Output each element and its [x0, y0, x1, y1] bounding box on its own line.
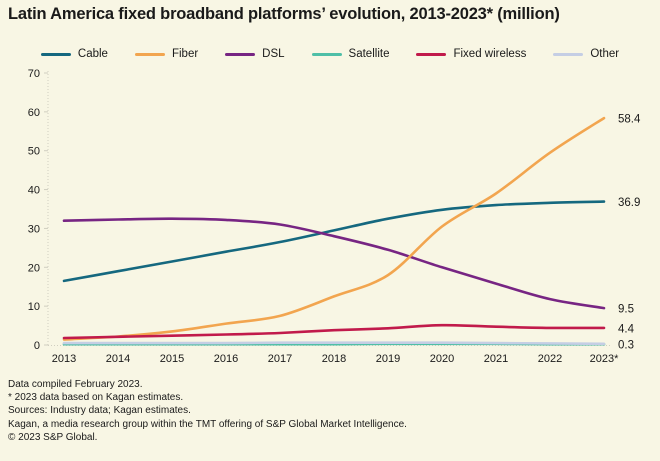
footnote-line: © 2023 S&P Global. — [8, 431, 98, 443]
footnote-line: * 2023 data based on Kagan estimates. — [8, 392, 184, 404]
legend-swatch-fiber — [134, 52, 165, 56]
series-line-dsl — [62, 217, 606, 310]
x-tick-label: 2014 — [106, 353, 130, 365]
legend-item-cable: Cable — [40, 48, 108, 60]
x-tick-label: 2022 — [538, 353, 562, 365]
footnote-line: Sources: Industry data; Kagan estimates. — [8, 405, 191, 417]
y-tick-label: 50 — [28, 146, 40, 158]
x-tick-label: 2019 — [376, 353, 400, 365]
legend-swatch-satellite — [311, 52, 342, 56]
chart-legend: Cable Fiber DSL Satellite Fixed wireless Othe… — [0, 48, 660, 60]
footnote-line: Data compiled February 2023. — [8, 379, 143, 390]
legend-item-satellite: Satellite — [311, 48, 390, 60]
legend-label: Fiber — [171, 48, 199, 60]
y-tick-label: 40 — [28, 185, 40, 197]
legend-swatch-dsl — [225, 52, 256, 56]
series-line-cable — [62, 200, 606, 283]
x-tick-label: 2023* — [590, 353, 619, 365]
legend-item-fiber: Fiber — [134, 48, 199, 60]
legend-item-fixed-wireless: Fixed wireless — [416, 48, 526, 60]
legend-swatch-fixed-wireless — [416, 52, 447, 56]
x-tick-label: 2018 — [322, 353, 346, 365]
x-tick-label: 2013 — [52, 353, 76, 365]
x-tick-label: 2021 — [484, 353, 508, 365]
y-tick-label: 70 — [28, 68, 40, 80]
series-line-other — [62, 341, 606, 346]
legend-label: Cable — [77, 48, 108, 60]
y-tick-label: 20 — [28, 262, 40, 274]
legend-swatch-other — [553, 52, 584, 56]
legend-swatch-cable — [40, 52, 71, 56]
legend-label: Fixed wireless — [453, 48, 527, 60]
footnote-line: Kagan, a media research group within the… — [8, 418, 407, 430]
series-line-fixed-wireless — [62, 323, 606, 340]
end-label-other: 0.3 — [618, 339, 634, 351]
x-tick-label: 2020 — [430, 353, 454, 365]
legend-item-other: Other — [553, 48, 619, 60]
y-tick-label: 10 — [28, 301, 40, 313]
series-line-fiber — [62, 116, 606, 341]
x-tick-label: 2015 — [160, 353, 184, 365]
legend-label: DSL — [262, 48, 285, 60]
end-label-dsl: 9.5 — [618, 304, 634, 316]
chart-footnotes: Data compiled February 2023. * 2023 data … — [8, 378, 652, 444]
x-tick-label: 2016 — [214, 353, 238, 365]
x-tick-label: 2017 — [268, 353, 292, 365]
end-label-fiber: 58.4 — [618, 114, 641, 126]
legend-label: Other — [590, 48, 620, 60]
y-tick-label: 60 — [28, 107, 40, 119]
end-label-cable: 36.9 — [618, 197, 640, 209]
chart-title: Latin America fixed broadband platforms’… — [8, 5, 560, 23]
legend-item-dsl: DSL — [225, 48, 285, 60]
legend-label: Satellite — [348, 48, 390, 60]
end-label-fixed-wireless: 4.4 — [618, 323, 635, 335]
y-tick-label: 30 — [28, 223, 40, 235]
y-tick-label: 0 — [34, 340, 40, 352]
